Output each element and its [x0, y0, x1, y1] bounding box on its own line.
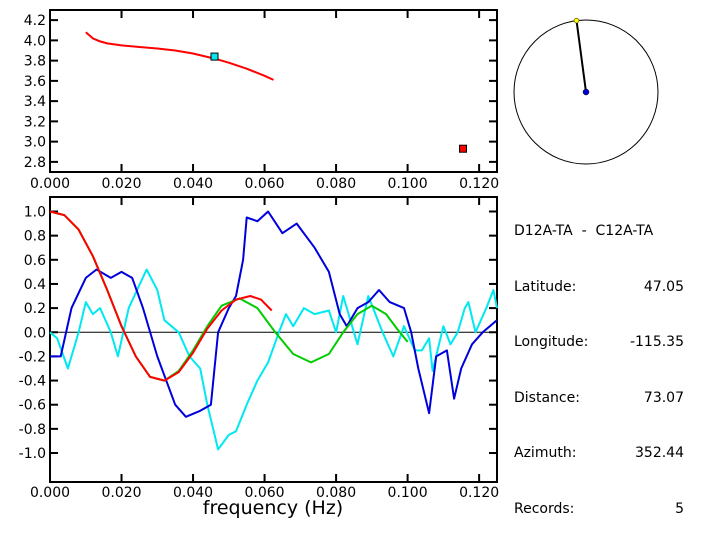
azimuth-needle — [575, 20, 587, 93]
x-tick-label: 0.100 — [388, 485, 428, 501]
x-tick-label: 0.060 — [245, 176, 285, 192]
y-tick-label: -0.4 — [19, 374, 46, 390]
y-tick-label: -1.0 — [19, 446, 46, 462]
x-tick-label: 0.000 — [30, 176, 70, 192]
x-tick-label: 0.020 — [101, 485, 141, 501]
x-tick-label: 0.120 — [459, 485, 499, 501]
series-red — [49, 210, 273, 382]
series-dispersion — [85, 31, 274, 81]
y-tick-label: 3.2 — [24, 114, 46, 130]
station-pair-title: D12A-TA - C12A-TA — [514, 223, 654, 239]
info-value: 47.05 — [643, 278, 684, 295]
series-blue — [50, 210, 498, 418]
y-tick-label: 0.6 — [24, 253, 46, 269]
y-tick-label: 1.0 — [24, 204, 46, 220]
y-tick-label: 4.0 — [24, 33, 46, 49]
series-cyan — [49, 268, 498, 451]
info-value: 352.44 — [635, 445, 684, 461]
x-tick-label: 0.080 — [316, 485, 356, 501]
plot-frame — [49, 9, 498, 173]
info-row: Distance: 73.07 — [514, 389, 684, 408]
data-marker — [210, 52, 219, 61]
info-label: Longitude: — [514, 334, 589, 350]
x-tick-label: 0.040 — [173, 176, 213, 192]
y-tick-label: -0.8 — [19, 422, 46, 438]
y-tick-label: 2.8 — [24, 155, 46, 171]
y-tick-label: 4.2 — [24, 13, 46, 29]
series-green — [49, 210, 409, 382]
info-label: Azimuth: — [514, 445, 577, 461]
info-value: 5 — [675, 500, 684, 517]
y-tick-label: 0.2 — [24, 301, 46, 317]
info-label: Distance: — [514, 389, 580, 406]
y-tick-label: 0.8 — [24, 229, 46, 245]
info-label: Latitude: — [514, 278, 577, 295]
x-tick-label: 0.080 — [316, 176, 356, 192]
compass-circle — [513, 19, 659, 165]
y-tick-label: -0.2 — [19, 349, 46, 365]
info-row: Records: 5 — [514, 500, 684, 519]
x-tick-label: 0.040 — [173, 485, 213, 501]
x-tick-label: 0.120 — [459, 176, 499, 192]
info-row: Latitude: 47.05 — [514, 278, 684, 297]
y-tick-label: 0.4 — [24, 277, 46, 293]
top-plot: 0.000 0.020 0.040 0.060 0.080 0.100 0.120 2.8 3.… — [24, 9, 499, 192]
center-station-icon — [582, 88, 590, 96]
info-value: 73.07 — [643, 389, 684, 406]
info-row: Longitude: -115.35 — [514, 333, 684, 352]
x-tick-label: 0.000 — [30, 485, 70, 501]
y-tick-label: 0.0 — [24, 325, 46, 341]
y-tick-label: 3.4 — [24, 94, 46, 110]
x-axis-label: frequency (Hz) — [203, 497, 343, 519]
y-tick-label: 3.6 — [24, 74, 46, 90]
x-tick-label: 0.100 — [388, 176, 428, 192]
info-value: -115.35 — [629, 334, 684, 350]
y-tick-label: 3.0 — [24, 135, 46, 151]
plot-frame — [49, 196, 498, 483]
info-label: Records: — [514, 500, 575, 517]
info-row: Azimuth: 352.44 — [514, 444, 684, 463]
data-marker — [459, 144, 468, 153]
y-tick-label: -0.6 — [19, 398, 46, 414]
bottom-plot: 0.000 0.020 0.040 0.060 0.080 0.100 0.120 1.0 0.… — [19, 196, 499, 501]
azimuth-compass — [513, 17, 659, 165]
x-tick-label: 0.060 — [245, 485, 285, 501]
station-marker-icon — [573, 17, 580, 24]
station-info: D12A-TA - C12A-TA Latitude: 47.05 Longitu… — [514, 185, 684, 537]
x-tick-label: 0.020 — [101, 176, 141, 192]
figure: 0.000 0.020 0.040 0.060 0.080 0.100 0.120 2.8 3.… — [19, 9, 659, 519]
y-tick-label: 3.8 — [24, 54, 46, 70]
